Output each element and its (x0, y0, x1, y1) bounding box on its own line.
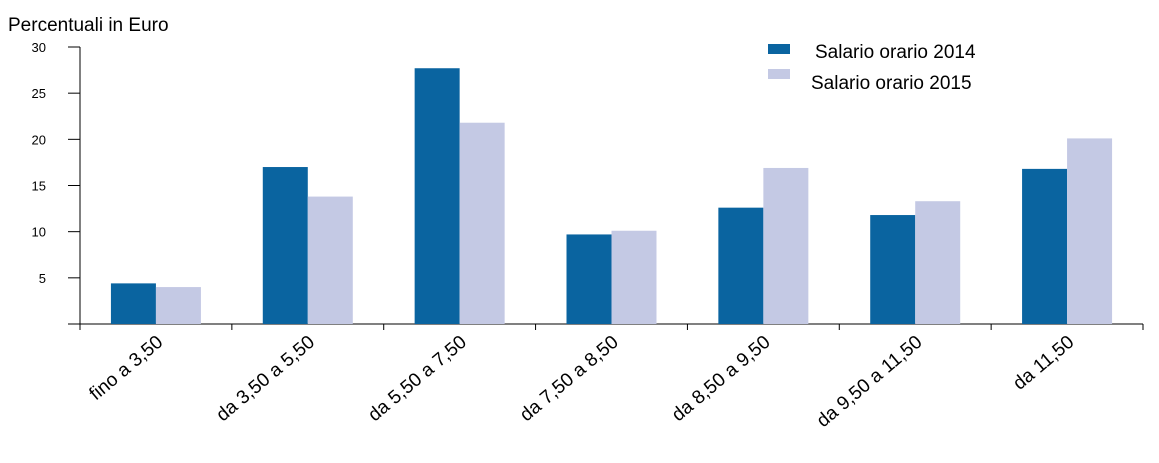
y-axis: 5 10 15 20 25 30 (32, 40, 81, 324)
category-label: da 11,50 (1009, 332, 1078, 395)
y-tick-label: 20 (32, 132, 46, 147)
y-axis-title: Percentuali in Euro (8, 15, 169, 36)
bar-2014-4 (566, 234, 612, 324)
bar-2014-3 (414, 68, 460, 324)
bar-2015-7 (1067, 138, 1113, 324)
y-tick-label: 30 (32, 40, 46, 55)
legend-swatch (768, 69, 790, 79)
bar-2014-5 (718, 207, 764, 324)
bar-2014-6 (870, 215, 916, 324)
y-tick-label: 5 (39, 271, 46, 286)
y-tick-label: 10 (32, 225, 46, 240)
bar-2015-2 (307, 196, 353, 324)
category-label: da 3,50 a 5,50 (212, 332, 319, 426)
y-tick-label: 25 (32, 86, 46, 101)
category-label: da 8,50 a 9,50 (668, 332, 775, 426)
bar-2014-2 (262, 167, 308, 324)
category-label: da 9,50 a 11,50 (813, 332, 927, 432)
bar-2015-5 (763, 167, 809, 324)
y-tick-label: 15 (32, 179, 46, 194)
x-axis (68, 323, 1144, 330)
legend-label: Salario orario 2014 (815, 42, 976, 63)
bar-2015-3 (459, 122, 505, 324)
bar-2014-1 (110, 283, 156, 324)
bar-2015-6 (915, 201, 961, 324)
category-label: da 5,50 a 7,50 (364, 332, 471, 426)
bar-2014-7 (1022, 168, 1068, 324)
bars (110, 68, 1113, 324)
legend-label: Salario orario 2015 (811, 73, 972, 94)
bar-2015-1 (155, 287, 201, 324)
category-labels: fino a 3,50 da 3,50 a 5,50 da 5,50 a 7,50 d… (86, 332, 1079, 432)
category-label: da 7,50 a 8,50 (516, 332, 623, 426)
category-label: fino a 3,50 (86, 332, 167, 405)
legend-swatch (768, 44, 790, 54)
bar-2015-4 (611, 230, 657, 324)
legend: Salario orario 2014 Salario orario 2015 (768, 42, 976, 94)
